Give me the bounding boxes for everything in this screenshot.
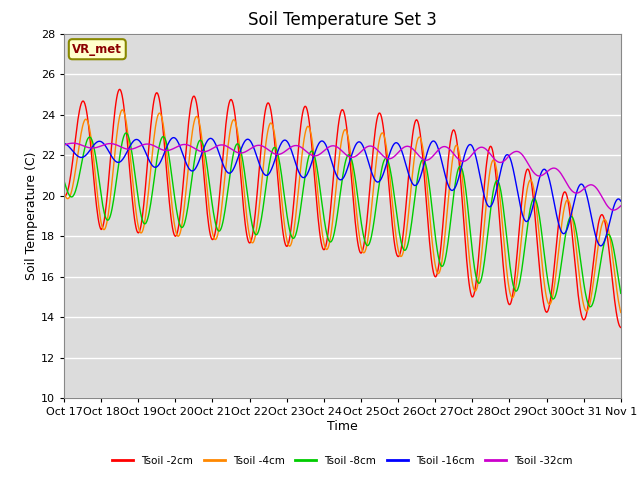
Legend: Tsoil -2cm, Tsoil -4cm, Tsoil -8cm, Tsoil -16cm, Tsoil -32cm: Tsoil -2cm, Tsoil -4cm, Tsoil -8cm, Tsoi…	[108, 452, 577, 470]
Y-axis label: Soil Temperature (C): Soil Temperature (C)	[25, 152, 38, 280]
Text: VR_met: VR_met	[72, 43, 122, 56]
Title: Soil Temperature Set 3: Soil Temperature Set 3	[248, 11, 437, 29]
X-axis label: Time: Time	[327, 420, 358, 433]
